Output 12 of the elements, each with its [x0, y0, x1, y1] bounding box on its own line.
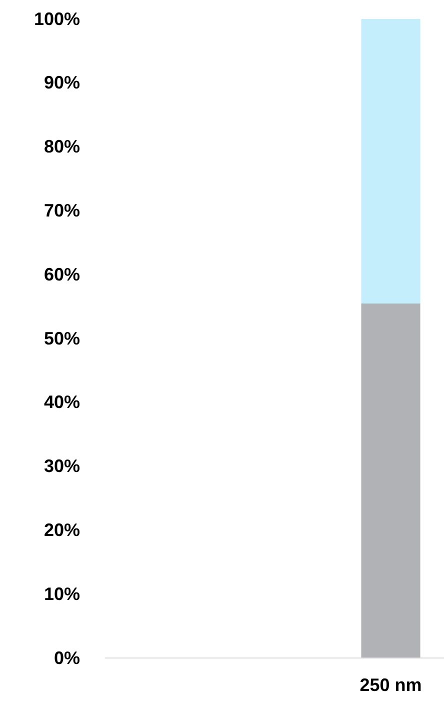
y-tick-label: 20% — [44, 520, 80, 540]
y-tick-label: 10% — [44, 584, 80, 604]
y-tick-label: 40% — [44, 392, 80, 412]
y-tick-label: 80% — [44, 136, 80, 157]
y-tick-label: 90% — [44, 72, 80, 93]
y-tick-label: 100% — [34, 8, 80, 29]
x-tick-label: 250 nm — [360, 674, 422, 695]
y-tick-label: 60% — [44, 264, 80, 284]
y-tick-label: 50% — [44, 328, 80, 348]
y-tick-label: 70% — [44, 200, 80, 220]
y-tick-label: 30% — [44, 456, 80, 476]
y-tick-label: 0% — [54, 648, 80, 668]
